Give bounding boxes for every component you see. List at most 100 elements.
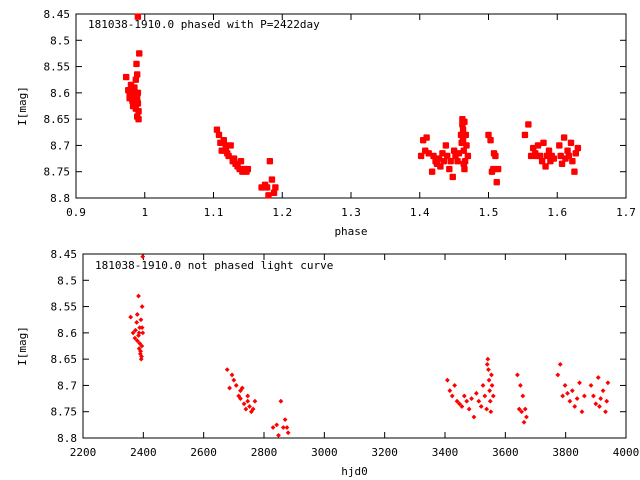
x-tick-label: 2800 xyxy=(251,446,278,459)
x-tick-label: 1.3 xyxy=(341,206,361,219)
data-point xyxy=(268,176,276,183)
data-point xyxy=(529,144,537,152)
data-point xyxy=(469,396,474,401)
data-point xyxy=(478,404,484,409)
data-point xyxy=(516,406,522,412)
data-point xyxy=(518,383,523,388)
data-point xyxy=(488,409,494,415)
plot-frame xyxy=(82,253,627,439)
data-point xyxy=(136,346,142,352)
data-point xyxy=(447,388,453,394)
data-point xyxy=(227,385,233,391)
data-point xyxy=(555,372,561,378)
y-tick-label: 8.55 xyxy=(51,301,78,314)
data-point xyxy=(454,158,461,165)
data-point xyxy=(435,155,443,162)
data-point xyxy=(545,147,553,154)
data-point xyxy=(565,390,570,396)
data-point xyxy=(252,398,258,404)
data-point xyxy=(213,126,221,133)
y-tick-label: 8.75 xyxy=(44,166,71,179)
data-point xyxy=(476,398,482,404)
data-point xyxy=(464,398,470,404)
data-point xyxy=(484,406,490,412)
data-point xyxy=(557,152,564,160)
data-point xyxy=(238,396,243,401)
data-point xyxy=(248,409,254,415)
x-tick-label: 1.4 xyxy=(410,206,430,219)
data-point xyxy=(571,168,578,175)
data-point xyxy=(520,393,526,399)
data-point xyxy=(229,372,235,378)
data-point xyxy=(128,314,134,320)
data-point xyxy=(122,73,130,81)
x-tick-label: 2200 xyxy=(70,446,97,459)
data-point xyxy=(140,330,146,336)
data-point xyxy=(133,60,140,68)
data-point xyxy=(567,398,573,404)
data-point xyxy=(560,134,568,141)
y-tick-label: 8.8 xyxy=(50,192,70,205)
x-tick-label: 1.5 xyxy=(479,206,499,219)
data-point xyxy=(461,158,469,165)
y-axis-title: I[mag] xyxy=(16,86,29,126)
data-point xyxy=(280,425,286,430)
data-point xyxy=(489,383,495,388)
data-point xyxy=(534,142,542,149)
x-tick-label: 3600 xyxy=(492,446,519,459)
data-point xyxy=(276,432,281,438)
data-point xyxy=(450,147,458,154)
data-point xyxy=(133,71,141,78)
y-tick-label: 8.45 xyxy=(51,248,78,261)
data-point xyxy=(597,404,602,409)
data-point xyxy=(439,150,446,157)
data-point xyxy=(430,152,437,160)
data-point xyxy=(598,396,604,401)
data-point xyxy=(134,312,140,317)
data-point xyxy=(136,293,141,299)
x-tick-label: 2600 xyxy=(190,446,217,459)
data-point xyxy=(428,168,436,175)
data-point xyxy=(543,152,551,160)
data-point xyxy=(521,419,527,425)
data-point xyxy=(284,425,290,430)
x-tick-label: 3200 xyxy=(371,446,398,459)
y-tick-label: 8.8 xyxy=(57,432,77,445)
data-point xyxy=(447,158,454,165)
data-point xyxy=(455,150,463,157)
data-point xyxy=(459,404,465,409)
axis-ticks: 0.9 1 1.1 1.2 1.3 1.4 1.5 1.6 1.7 8.45 8.5 8.55 8.6 8… xyxy=(44,8,636,219)
data-point xyxy=(538,158,546,165)
data-point xyxy=(134,319,140,325)
data-point xyxy=(574,396,580,401)
x-tick-label: 1.2 xyxy=(272,206,292,219)
data-point xyxy=(225,152,232,160)
data-point xyxy=(457,401,462,407)
data-point xyxy=(230,155,238,162)
data-point xyxy=(134,13,142,20)
data-point xyxy=(519,409,525,415)
data-point xyxy=(274,422,280,428)
data-point xyxy=(569,158,576,165)
data-point xyxy=(525,121,532,128)
data-point xyxy=(131,84,138,91)
data-point xyxy=(449,173,456,181)
data-point xyxy=(574,144,582,152)
data-point xyxy=(572,150,580,157)
data-point xyxy=(130,330,136,336)
y-tick-label: 8.5 xyxy=(50,34,70,47)
data-point xyxy=(270,189,278,196)
data-point xyxy=(265,192,272,199)
x-tick-label: 3800 xyxy=(552,446,579,459)
data-point xyxy=(591,393,596,399)
data-point xyxy=(485,356,491,362)
y-tick-label: 8.55 xyxy=(44,61,71,74)
data-point xyxy=(473,390,479,396)
data-point xyxy=(595,375,601,380)
axis-ticks: 2200 2400 2600 2800 3000 3200 3400 3600 3800 4000… xyxy=(51,248,640,459)
data-point xyxy=(579,409,585,415)
data-point xyxy=(565,152,573,160)
data-points xyxy=(122,13,582,199)
data-point xyxy=(237,158,245,165)
